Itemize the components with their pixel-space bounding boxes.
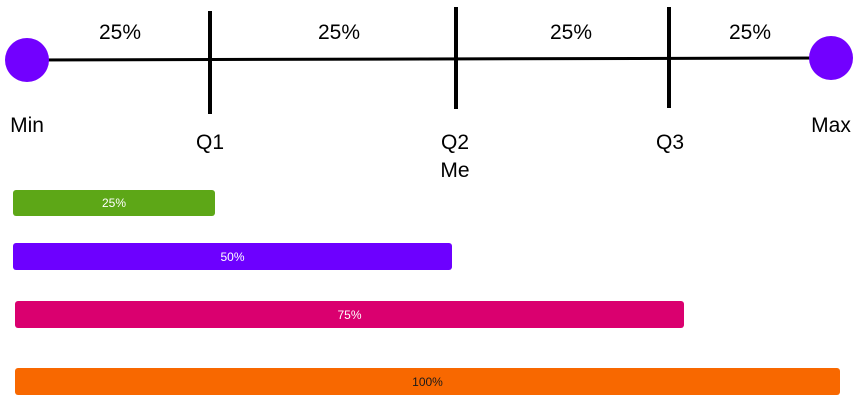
bar-100-label: 100% — [412, 374, 443, 389]
segment-2-percent: 25% — [317, 21, 361, 44]
bar-75-label: 75% — [337, 307, 362, 322]
segment-1-percent: 25% — [98, 21, 142, 44]
max-point — [809, 36, 853, 80]
segment-4-percent: 25% — [728, 21, 772, 44]
median-label-text: Me — [440, 159, 470, 182]
max-label: Max — [811, 114, 851, 137]
q3-label: Q3 — [655, 131, 685, 154]
q2-label: Q2 Me — [440, 129, 469, 185]
bar-50-label: 50% — [220, 249, 245, 264]
bar-100-percent: 100% — [15, 368, 840, 395]
min-label: Min — [10, 114, 44, 137]
bar-25-label: 25% — [101, 196, 127, 210]
segment-3-percent: 25% — [549, 21, 593, 44]
q1-label: Q1 — [195, 131, 225, 154]
min-point — [5, 38, 49, 82]
bar-25-percent: 25% — [13, 190, 215, 216]
bar-75-percent: 75% — [15, 301, 684, 328]
number-line — [26, 56, 831, 62]
bar-50-percent: 50% — [13, 243, 452, 270]
q2-label-text: Q2 — [440, 131, 469, 154]
